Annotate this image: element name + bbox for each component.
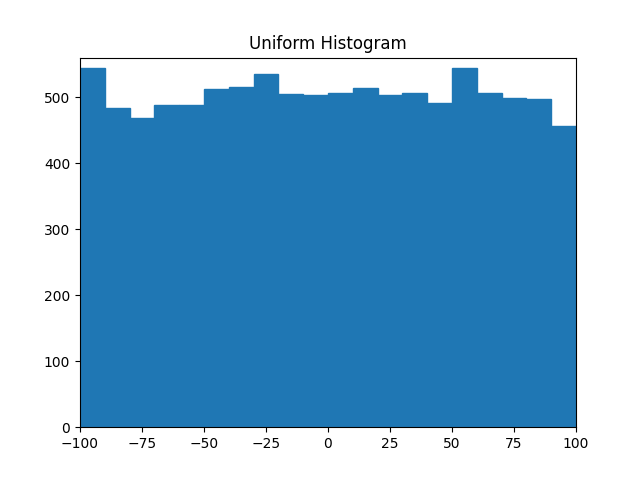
Bar: [452, 68, 477, 427]
Bar: [303, 95, 328, 427]
Bar: [105, 108, 130, 427]
Bar: [403, 93, 428, 427]
Bar: [154, 105, 179, 427]
Bar: [378, 95, 403, 427]
Bar: [502, 98, 526, 427]
Title: Uniform Histogram: Uniform Histogram: [249, 35, 407, 53]
Bar: [477, 93, 502, 427]
Bar: [229, 87, 253, 427]
Bar: [428, 103, 452, 427]
Bar: [253, 74, 278, 427]
Bar: [328, 93, 353, 427]
Bar: [179, 105, 204, 427]
Bar: [526, 98, 551, 427]
Bar: [353, 88, 378, 427]
Bar: [204, 89, 229, 427]
Bar: [129, 119, 154, 427]
Bar: [80, 68, 105, 427]
Bar: [278, 94, 303, 427]
Bar: [551, 126, 576, 427]
